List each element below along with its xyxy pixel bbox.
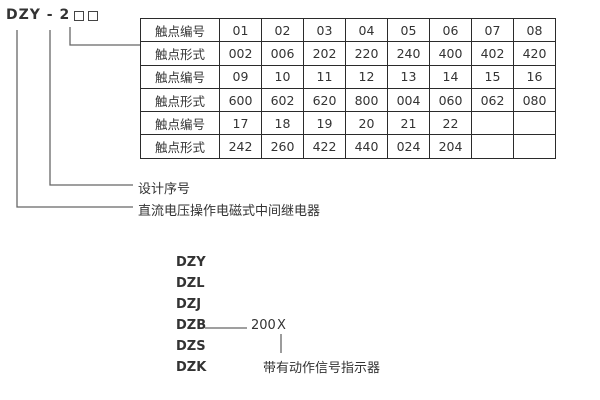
table-cell: 800 (345, 87, 388, 113)
table-cell: 02 (261, 17, 304, 43)
table-cell: 15 (471, 64, 514, 89)
table-cell: 08 (513, 17, 556, 43)
table-cell: 13 (387, 64, 430, 89)
series-code-dzy: DZY (176, 255, 206, 270)
code-placeholder-box-1 (74, 10, 85, 21)
table-cell: 440 (345, 134, 388, 159)
table-cell: 620 (303, 87, 346, 113)
table-cell (513, 111, 556, 136)
table-row: 触点编号 17 18 19 20 21 22 (140, 111, 556, 136)
row-label: 触点编号 (140, 17, 220, 43)
table-cell (471, 134, 514, 159)
model-code-text: DZY - 2 (6, 7, 71, 23)
table-cell (513, 134, 556, 159)
callout-line-design-serial (49, 30, 133, 186)
table-row: 触点形式 600 602 620 800 004 060 062 080 (140, 87, 556, 113)
row-label: 触点编号 (140, 111, 220, 136)
series-code-dzk: DZK (176, 360, 207, 375)
series-model-suffix: X (277, 318, 286, 333)
row-label: 触点形式 (140, 134, 220, 159)
table-cell: 204 (429, 134, 472, 159)
table-cell: 242 (219, 134, 262, 159)
table-cell: 17 (219, 111, 262, 136)
callout-line-relay-description (16, 30, 133, 208)
table-cell: 03 (303, 17, 346, 43)
table-cell: 220 (345, 41, 388, 66)
series-code-dzs: DZS (176, 339, 206, 354)
table-cell: 21 (387, 111, 430, 136)
table-row: 触点形式 242 260 422 440 024 204 (140, 134, 556, 159)
table-cell: 004 (387, 87, 430, 113)
table-cell: 420 (513, 41, 556, 66)
callout-line-contact-table (69, 27, 140, 46)
contact-table: 触点编号 01 02 03 04 05 06 07 08 触点形式 002 00… (140, 17, 556, 159)
table-cell: 006 (261, 41, 304, 66)
table-cell: 12 (345, 64, 388, 89)
table-cell: 06 (429, 17, 472, 43)
row-label: 触点形式 (140, 41, 220, 66)
table-cell: 260 (261, 134, 304, 159)
series-code-dzb: DZB (176, 318, 207, 333)
model-code: DZY - 2 (6, 7, 99, 23)
code-placeholder-box-2 (88, 10, 99, 21)
table-row: 触点编号 09 10 11 12 13 14 15 16 (140, 64, 556, 89)
indicator-note: 带有动作信号指示器 (263, 361, 381, 376)
table-cell: 07 (471, 17, 514, 43)
series-code-dzl: DZL (176, 276, 205, 291)
table-cell: 400 (429, 41, 472, 66)
table-row: 触点编号 01 02 03 04 05 06 07 08 (140, 17, 556, 43)
table-cell: 14 (429, 64, 472, 89)
relay-type-label: 直流电压操作电磁式中间继电器 (138, 204, 321, 219)
table-cell: 060 (429, 87, 472, 113)
series-code-dzj: DZJ (176, 297, 202, 312)
table-cell: 240 (387, 41, 430, 66)
series-code-list: DZY DZL DZJ DZB DZS DZK (176, 252, 206, 378)
table-cell: 11 (303, 64, 346, 89)
table-cell: 19 (303, 111, 346, 136)
table-cell: 024 (387, 134, 430, 159)
series-model-number: 200 (251, 318, 276, 333)
design-serial-label: 设计序号 (138, 182, 191, 197)
table-cell: 402 (471, 41, 514, 66)
table-cell: 10 (261, 64, 304, 89)
row-label: 触点编号 (140, 64, 220, 89)
table-cell: 202 (303, 41, 346, 66)
row-label: 触点形式 (140, 87, 220, 113)
table-cell: 20 (345, 111, 388, 136)
table-cell: 602 (261, 87, 304, 113)
table-cell: 05 (387, 17, 430, 43)
table-cell: 600 (219, 87, 262, 113)
table-cell: 080 (513, 87, 556, 113)
table-cell: 09 (219, 64, 262, 89)
table-cell: 01 (219, 17, 262, 43)
table-cell: 062 (471, 87, 514, 113)
table-cell: 22 (429, 111, 472, 136)
table-cell (471, 111, 514, 136)
table-cell: 422 (303, 134, 346, 159)
table-cell: 04 (345, 17, 388, 43)
table-cell: 16 (513, 64, 556, 89)
table-cell: 18 (261, 111, 304, 136)
table-cell: 002 (219, 41, 262, 66)
table-row: 触点形式 002 006 202 220 240 400 402 420 (140, 41, 556, 66)
